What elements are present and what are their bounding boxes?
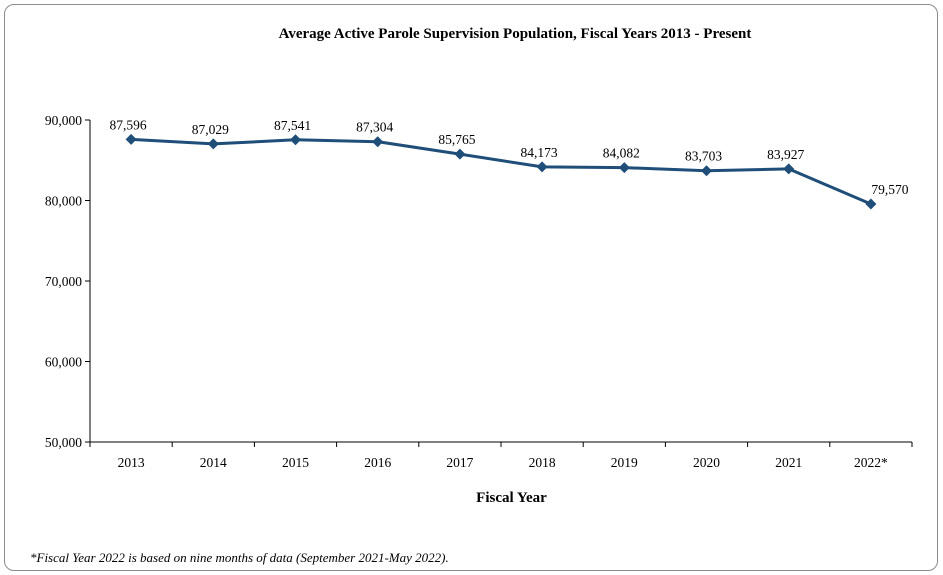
data-point-marker (125, 133, 137, 145)
x-tick-label: 2013 (118, 455, 145, 470)
data-label: 83,927 (767, 147, 804, 162)
x-tick-label: 2019 (611, 455, 638, 470)
series-line (131, 137, 872, 206)
x-tick-label: 2017 (446, 455, 473, 470)
x-axis-ticks: 2013 2014 2015 2016 2017 2018 2019 2020 2021 2022… (89, 442, 913, 470)
data-label: 87,596 (110, 117, 147, 132)
data-point-marker (290, 134, 301, 146)
data-label: 84,082 (603, 146, 640, 161)
data-label: 87,029 (192, 122, 229, 137)
data-label: 87,541 (274, 118, 311, 133)
footnote: *Fiscal Year 2022 is based on nine month… (30, 550, 449, 565)
data-point-marker (618, 162, 630, 174)
data-label: 87,304 (356, 120, 393, 135)
x-tick-label: 2014 (200, 455, 227, 470)
data-point-marker (783, 163, 795, 175)
data-point-marker (865, 198, 877, 210)
x-tick-label: 2020 (693, 455, 720, 470)
y-tick-label: 60,000 (45, 355, 82, 370)
data-point-marker (372, 136, 384, 148)
data-points (125, 133, 877, 210)
x-axis-title: Fiscal Year (476, 490, 547, 506)
y-tick-label: 70,000 (45, 274, 82, 289)
chart-frame (4, 4, 938, 571)
data-label: 79,570 (871, 182, 908, 197)
data-point-marker (454, 148, 466, 160)
y-tick-label: 90,000 (45, 113, 82, 128)
data-point-marker (536, 161, 548, 173)
x-tick-label: 2022* (854, 455, 888, 470)
data-label: 83,703 (685, 149, 722, 164)
x-tick-label: 2021 (775, 455, 802, 470)
data-point-marker (207, 138, 219, 150)
chart-title: Average Active Parole Supervision Popula… (278, 26, 752, 42)
y-tick-label: 80,000 (45, 194, 82, 209)
y-axis-ticks: 50,000 60,000 70,000 80,000 90,000 (45, 113, 90, 450)
data-label: 84,173 (521, 145, 558, 160)
series-group (131, 137, 872, 206)
data-point-marker (701, 165, 712, 177)
x-tick-label: 2016 (364, 455, 391, 470)
data-label: 85,765 (438, 132, 475, 147)
x-tick-label: 2015 (282, 455, 309, 470)
data-labels: 87,596 87,029 87,541 87,304 85,765 84,173 84,0… (110, 117, 909, 197)
y-tick-label: 50,000 (45, 435, 82, 450)
x-tick-label: 2018 (529, 455, 556, 470)
